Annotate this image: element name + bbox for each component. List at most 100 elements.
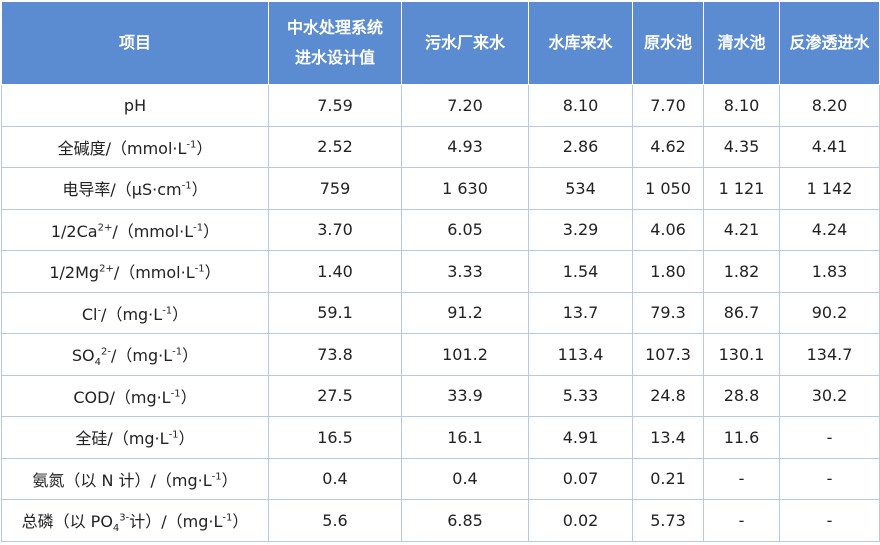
table-cell: 86.7 (703, 291, 780, 334)
header-cell: 原水池 (632, 1, 704, 85)
label-part: 全碱度/（mmol·L (57, 138, 187, 158)
label-part: 总磷（以 PO (21, 512, 113, 532)
table-cell: 6.05 (401, 208, 529, 251)
table-header: 项目 中水处理系统 进水设计值 污水厂来水 水库来水 原水池 清水池 反渗透进水 (1, 1, 880, 85)
table-cell: 134.7 (779, 333, 880, 376)
table-row: 电导率/（μS·cm-1） 759 1 630 534 1 050 1 121 1 142 (1, 167, 880, 210)
table-cell: 0.21 (632, 457, 704, 500)
label-part: ） (172, 304, 189, 324)
table-cell: 91.2 (401, 291, 529, 334)
table-cell: 1.54 (528, 250, 633, 293)
table-cell: 4.91 (528, 416, 633, 459)
table-cell: 5.73 (632, 499, 704, 542)
table-cell: 1.40 (268, 250, 402, 293)
table-cell: 1 142 (779, 167, 880, 210)
label-part: pH (123, 95, 147, 115)
table-cell: - (779, 499, 880, 542)
table-cell: 5.33 (528, 374, 633, 417)
label-part: ） (180, 387, 197, 407)
header-cell: 污水厂来水 (401, 1, 529, 85)
table-cell: 107.3 (632, 333, 704, 376)
table-cell: 3.29 (528, 208, 633, 251)
label-part: - (97, 305, 102, 317)
table-cell: 8.20 (779, 84, 880, 127)
table-cell: 4.93 (401, 125, 529, 168)
header-text: 清水池 (717, 33, 766, 52)
label-part: ） (232, 512, 249, 532)
label-part: /（mmol·L (113, 263, 195, 283)
label-part: ） (182, 346, 199, 366)
table-row: 1/2Mg2+/（mmol·L-1） 1.40 3.33 1.54 1.80 1.82 1.… (1, 250, 880, 293)
label-part: Cl (81, 304, 98, 324)
label-part: -1 (172, 346, 183, 358)
label-part: 1/2Mg (49, 263, 100, 283)
label-part: ） (196, 138, 213, 158)
table-cell: 2.52 (268, 125, 402, 168)
row-label: 电导率/（μS·cm-1） (1, 167, 269, 210)
table-cell: 130.1 (703, 333, 780, 376)
table-cell: 28.8 (703, 374, 780, 417)
table-row: 氨氮（以 N 计）/（mg·L-1） 0.4 0.4 0.07 0.21- - (1, 457, 880, 500)
table-cell: 6.85 (401, 499, 529, 542)
label-part: -1 (162, 305, 173, 317)
table-cell: 4.06 (632, 208, 704, 251)
table-cell: 1 630 (401, 167, 529, 210)
row-label: 1/2Ca2+/（mmol·L-1） (1, 208, 269, 251)
table-cell: 1 121 (703, 167, 780, 210)
table-cell: 101.2 (401, 333, 529, 376)
row-label: 全硅/（mg·L-1） (1, 416, 269, 459)
label-part: -1 (194, 263, 205, 275)
table-cell: 113.4 (528, 333, 633, 376)
table-row: 1/2Ca2+/（mmol·L-1） 3.70 6.05 3.29 4.06 4.21 4.… (1, 208, 880, 251)
row-label: SO42-/（mg·L-1） (1, 333, 269, 376)
table-cell: 79.3 (632, 291, 704, 334)
header-cell: 水库来水 (528, 1, 633, 85)
table-cell: 0.07 (528, 457, 633, 500)
table-cell: 8.10 (703, 84, 780, 127)
header-text: 项目 (118, 33, 151, 52)
table-cell: 3.33 (401, 250, 529, 293)
table-cell: 16.5 (268, 416, 402, 459)
label-part: -1 (186, 139, 197, 151)
header-cell: 反渗透进水 (779, 1, 880, 85)
label-part: -1 (222, 512, 233, 524)
table-row: pH 7.59 7.20 8.10 7.70 8.10 8.20 (1, 84, 880, 127)
table-cell: 534 (528, 167, 633, 210)
row-label: 1/2Mg2+/（mmol·L-1） (1, 250, 269, 293)
table-cell: 7.59 (268, 84, 402, 127)
table-cell: 0.4 (268, 457, 402, 500)
table-cell: 73.8 (268, 333, 402, 376)
label-part: 2- (101, 346, 111, 358)
table-body: pH 7.59 7.20 8.10 7.70 8.10 8.20 全碱度/（mmol·L-1）… (1, 84, 880, 542)
row-label: 全碱度/（mmol·L-1） (1, 125, 269, 168)
label-part: SO (71, 346, 95, 366)
table-cell: 59.1 (268, 291, 402, 334)
label-part: -1 (181, 180, 192, 192)
header-text: 污水厂来水 (424, 33, 505, 52)
row-label: pH (1, 84, 269, 127)
label-part: 4 (112, 523, 120, 535)
table-row: 全硅/（mg·L-1） 16.5 16.1 4.91 13.4 11.6- (1, 416, 880, 459)
table-cell: 8.10 (528, 84, 633, 127)
table-cell: 11.6 (703, 416, 780, 459)
header-text: 水库来水 (548, 33, 613, 52)
label-part: 计）/（mg·L (129, 512, 223, 532)
header-cell: 项目 (1, 1, 269, 85)
table-cell: 13.4 (632, 416, 704, 459)
table-row: SO42-/（mg·L-1） 73.8 101.2 113.4 107.3 130.1 13… (1, 333, 880, 376)
header-text: 中水处理系统 (286, 18, 383, 37)
table-cell: 4.35 (703, 125, 780, 168)
label-part: 1/2Ca (50, 221, 98, 241)
table-cell: 0.02 (528, 499, 633, 542)
table-cell: 4.24 (779, 208, 880, 251)
label-part: -1 (193, 222, 204, 234)
label-part: 氨氮（以 N 计）/（mg·L (32, 470, 212, 490)
table-cell: 1.80 (632, 250, 704, 293)
label-part: /（mg·L (110, 346, 173, 366)
table-cell: 5.6 (268, 499, 402, 542)
table-cell: 13.7 (528, 291, 633, 334)
table-row: Cl-/（mg·L-1） 59.1 91.2 13.7 79.3 86.7 90.2 (1, 291, 880, 334)
table-cell: 27.5 (268, 374, 402, 417)
row-label: 氨氮（以 N 计）/（mg·L-1） (1, 457, 269, 500)
